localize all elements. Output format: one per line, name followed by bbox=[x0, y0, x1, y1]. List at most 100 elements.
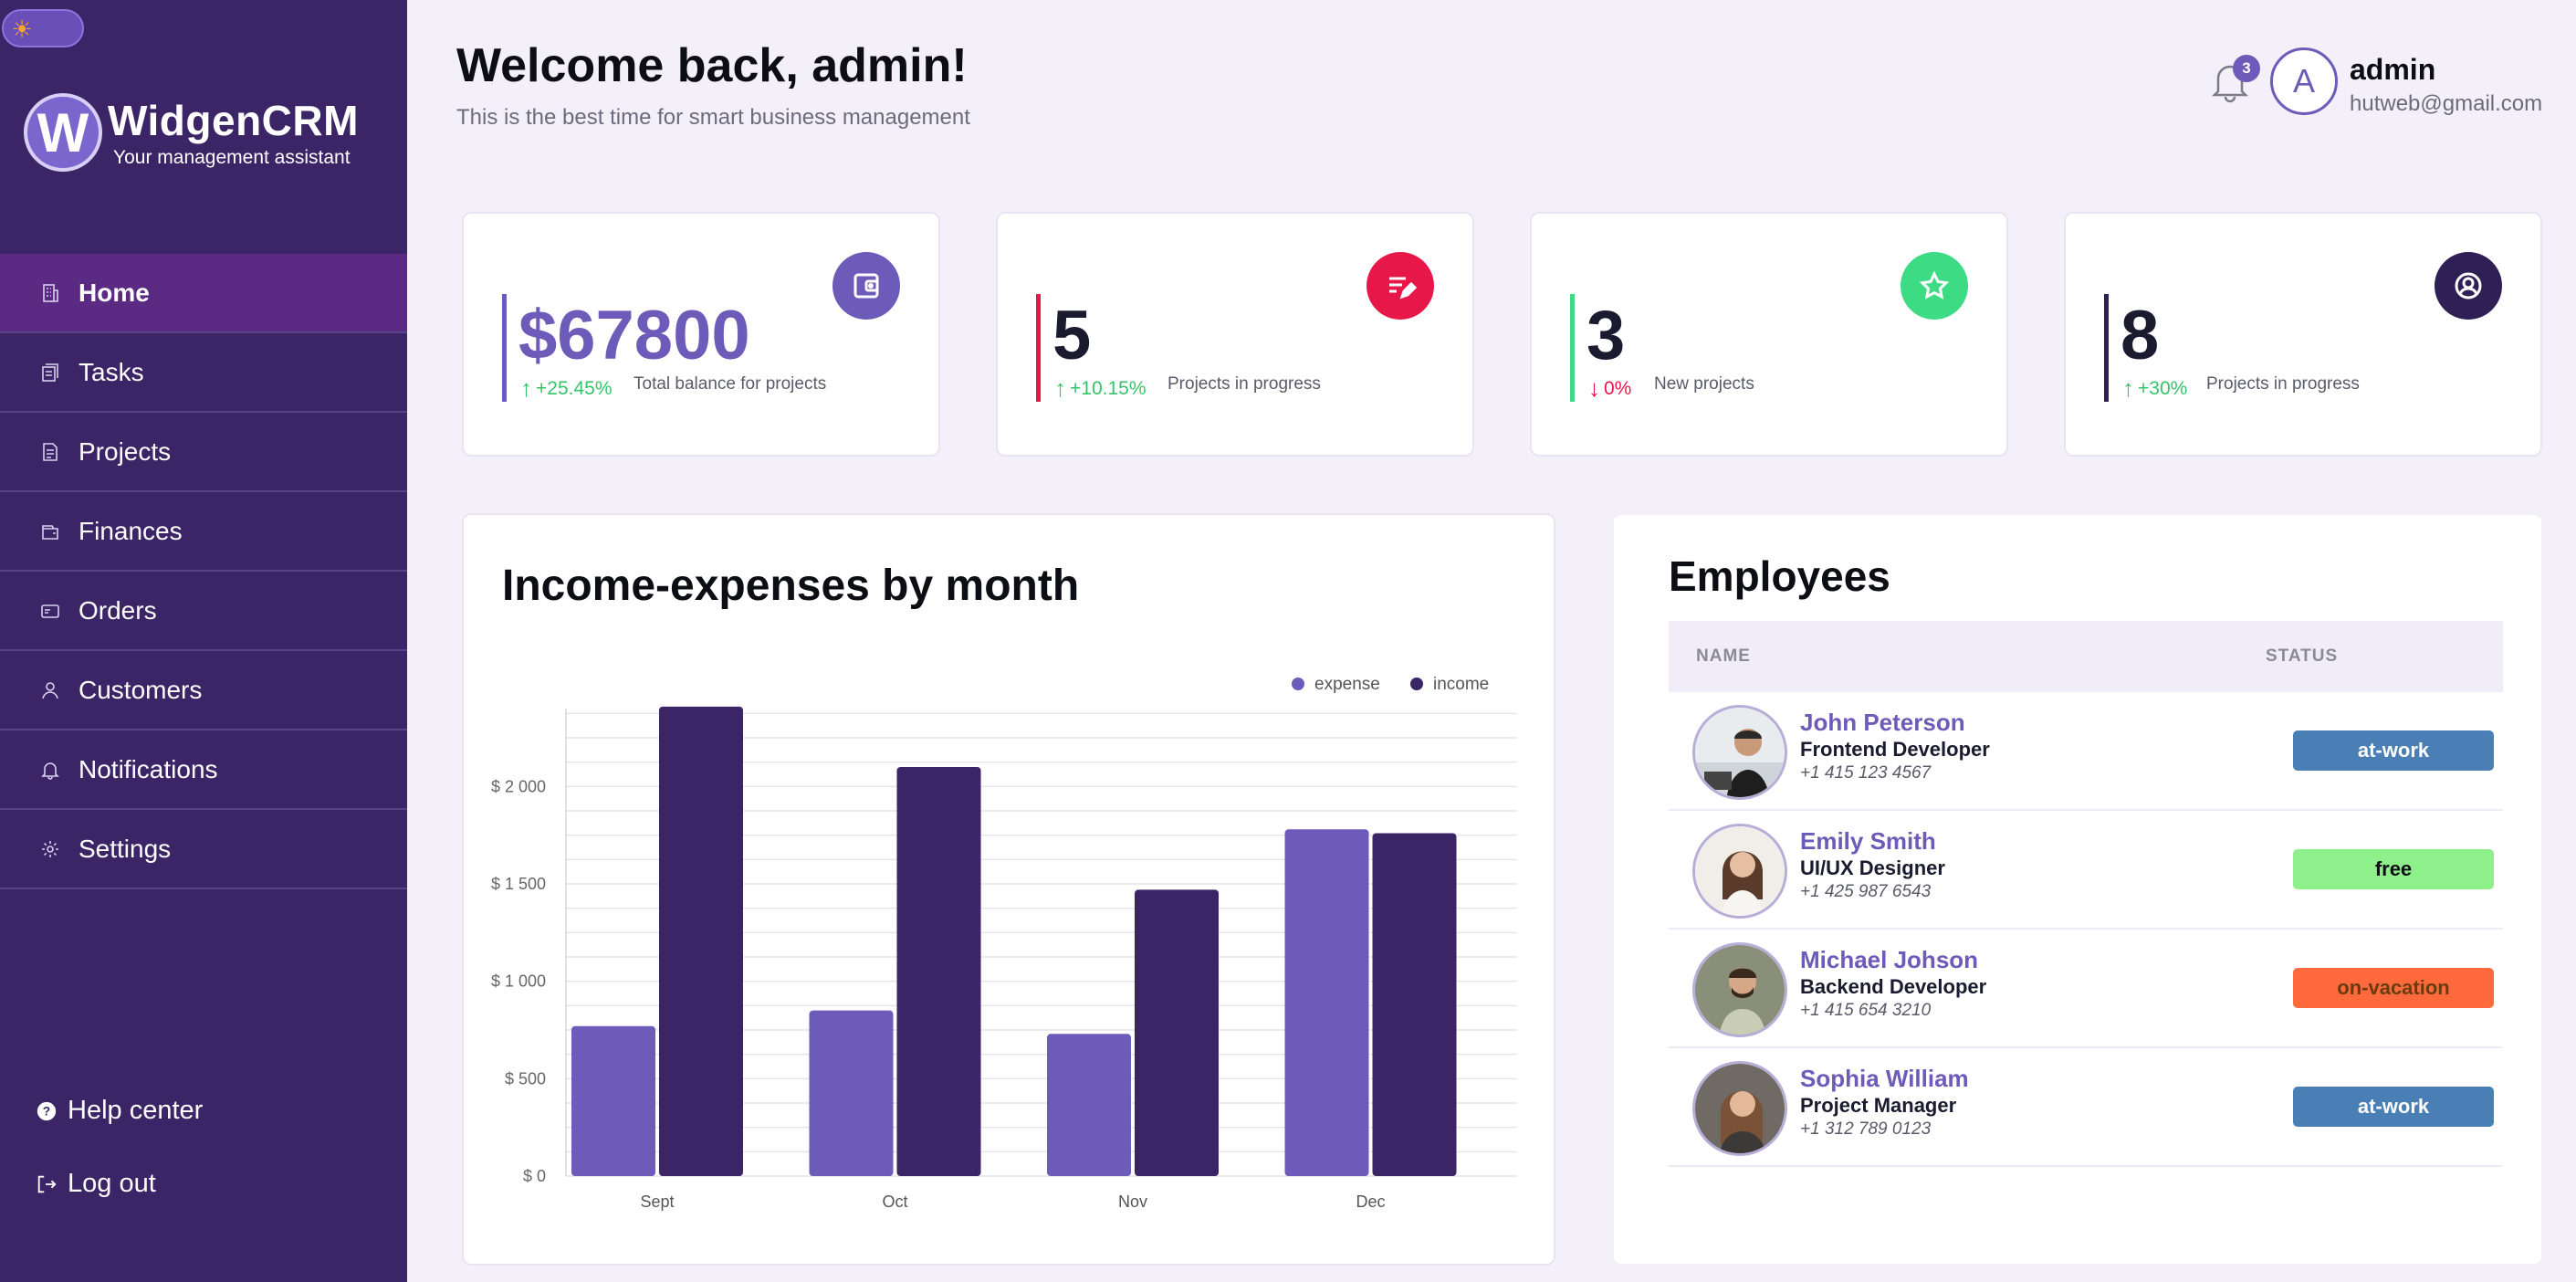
arrow-down-icon: ↓ bbox=[1588, 374, 1600, 402]
stat-change: ↓ 0% bbox=[1588, 374, 1632, 402]
y-tick-label: $ 1 500 bbox=[491, 875, 546, 893]
y-tick-label: $ 2 000 bbox=[491, 777, 546, 795]
avatar bbox=[1692, 1061, 1787, 1156]
sidebar-item-projects[interactable]: Projects bbox=[0, 413, 407, 492]
building-icon bbox=[40, 283, 60, 303]
stat-description: Projects in progress bbox=[1168, 374, 1321, 394]
y-tick-label: $ 0 bbox=[523, 1167, 546, 1185]
table-row[interactable]: Emily Smith UI/UX Designer +1 425 987 65… bbox=[1669, 811, 2503, 930]
stat-change: ↑ +30% bbox=[2122, 374, 2188, 402]
stat-card-projects-in-progress-2: 8 ↑ +30% Projects in progress bbox=[2064, 212, 2542, 457]
status-badge[interactable]: on-vacation bbox=[2293, 968, 2494, 1008]
sidebar-item-home[interactable]: Home bbox=[0, 254, 407, 333]
help-center-link[interactable]: ? Help center bbox=[35, 1096, 203, 1126]
table-row[interactable]: Michael Johson Backend Developer +1 415 … bbox=[1669, 930, 2503, 1048]
sidebar-item-orders[interactable]: Orders bbox=[0, 572, 407, 651]
stat-value: $67800 bbox=[518, 297, 750, 374]
employees-card: Employees NAME STATUS John Peterson Fron… bbox=[1612, 513, 2543, 1266]
sidebar-item-label: Projects bbox=[79, 436, 172, 466]
bar-income bbox=[896, 767, 981, 1176]
legend-label: income bbox=[1433, 675, 1489, 694]
bar-expense bbox=[571, 1025, 655, 1176]
sidebar-item-finances[interactable]: Finances bbox=[0, 492, 407, 572]
logo-mark: W bbox=[24, 93, 102, 172]
employee-role: UI/UX Designer bbox=[1800, 856, 1945, 879]
employee-name[interactable]: Sophia William bbox=[1800, 1065, 1969, 1092]
sidebar-item-label: Finances bbox=[79, 516, 183, 545]
employee-phone: +1 312 789 0123 bbox=[1800, 1119, 1932, 1139]
brand-logo[interactable]: W WidgenCRM Your management assistant bbox=[24, 93, 359, 172]
avatar bbox=[1692, 942, 1787, 1037]
employee-name[interactable]: John Peterson bbox=[1800, 709, 1965, 736]
sidebar: ☀ W WidgenCRM Your management assistant … bbox=[0, 0, 407, 1282]
x-tick-label: Sept bbox=[640, 1193, 674, 1211]
table-row[interactable]: John Peterson Frontend Developer +1 415 … bbox=[1669, 692, 2503, 811]
document-icon bbox=[40, 442, 60, 462]
employees-table-header: NAME STATUS bbox=[1669, 621, 2503, 692]
logout-link[interactable]: Log out bbox=[35, 1169, 156, 1199]
avatar bbox=[1692, 824, 1787, 919]
stat-card-new-projects: 3 ↓ 0% New projects bbox=[1530, 212, 2008, 457]
x-tick-label: Oct bbox=[882, 1193, 907, 1211]
income-expenses-chart-card: Income-expenses by month $ 0 $ 500 $ 1 000… bbox=[462, 513, 1555, 1266]
sidebar-item-settings[interactable]: Settings bbox=[0, 810, 407, 889]
wallet-icon bbox=[40, 521, 60, 541]
help-icon: ? bbox=[35, 1099, 58, 1123]
legend-marker bbox=[1292, 678, 1304, 690]
brand-tagline: Your management assistant bbox=[113, 147, 351, 168]
sidebar-item-label: Orders bbox=[79, 595, 157, 625]
sun-icon: ☀ bbox=[11, 16, 33, 43]
sidebar-item-label: Notifications bbox=[79, 754, 218, 783]
stat-change: ↑ +10.15% bbox=[1054, 374, 1147, 402]
employee-phone: +1 415 654 3210 bbox=[1800, 1001, 1932, 1020]
y-tick-label: $ 1 000 bbox=[491, 972, 546, 991]
bar-income bbox=[659, 706, 743, 1176]
stat-description: Total balance for projects bbox=[634, 374, 827, 394]
stat-value: 3 bbox=[1586, 297, 1626, 374]
bar-income bbox=[1135, 889, 1219, 1176]
stat-value: 8 bbox=[2120, 297, 2160, 374]
employee-role: Frontend Developer bbox=[1800, 738, 1990, 761]
avatar[interactable]: A bbox=[2270, 47, 2338, 115]
stat-description: New projects bbox=[1654, 374, 1754, 394]
sidebar-item-notifications[interactable]: Notifications bbox=[0, 730, 407, 810]
sidebar-item-customers[interactable]: Customers bbox=[0, 651, 407, 730]
page-title: Welcome back, admin! bbox=[456, 39, 968, 92]
income-expenses-chart: $ 0 $ 500 $ 1 000 $ 1 500 $ 2 000 Sept Oct Nov D… bbox=[491, 675, 1517, 1211]
status-badge[interactable]: at-work bbox=[2293, 730, 2494, 771]
column-header-status: STATUS bbox=[2266, 646, 2339, 666]
sidebar-item-label: Customers bbox=[79, 675, 203, 704]
wallet-icon bbox=[832, 252, 900, 320]
avatar bbox=[1692, 705, 1787, 800]
legend-label: expense bbox=[1314, 675, 1380, 694]
stat-card-projects-in-progress: 5 ↑ +10.15% Projects in progress bbox=[996, 212, 1474, 457]
arrow-up-icon: ↑ bbox=[1054, 374, 1066, 402]
table-row[interactable]: Sophia William Project Manager +1 312 78… bbox=[1669, 1048, 2503, 1167]
employee-name[interactable]: Michael Johson bbox=[1800, 946, 1979, 973]
tasks-icon bbox=[40, 363, 60, 383]
accent-bar bbox=[502, 294, 507, 402]
bar-expense bbox=[1047, 1034, 1131, 1176]
sidebar-item-label: Home bbox=[79, 278, 150, 307]
bar-expense bbox=[1284, 829, 1369, 1176]
edit-icon bbox=[1367, 252, 1434, 320]
svg-text:?: ? bbox=[43, 1103, 50, 1118]
bar-income bbox=[1372, 833, 1457, 1176]
sidebar-item-tasks[interactable]: Tasks bbox=[0, 333, 407, 413]
status-badge[interactable]: at-work bbox=[2293, 1087, 2494, 1127]
user-email: hutweb@gmail.com bbox=[2350, 91, 2543, 116]
employee-name[interactable]: Emily Smith bbox=[1800, 827, 1936, 855]
column-header-name: NAME bbox=[1696, 646, 1751, 666]
page-subtitle: This is the best time for smart business… bbox=[456, 105, 970, 130]
chart-title: Income-expenses by month bbox=[502, 562, 1080, 610]
bar-expense bbox=[809, 1010, 894, 1176]
employee-phone: +1 415 123 4567 bbox=[1800, 763, 1932, 783]
employee-role: Backend Developer bbox=[1800, 975, 1987, 998]
legend-marker bbox=[1410, 678, 1423, 690]
sidebar-item-label: Settings bbox=[79, 834, 172, 863]
gear-icon bbox=[40, 839, 60, 859]
theme-toggle[interactable]: ☀ bbox=[2, 9, 84, 47]
logout-icon bbox=[35, 1172, 58, 1196]
arrow-up-icon: ↑ bbox=[2122, 374, 2134, 402]
status-badge[interactable]: free bbox=[2293, 849, 2494, 889]
